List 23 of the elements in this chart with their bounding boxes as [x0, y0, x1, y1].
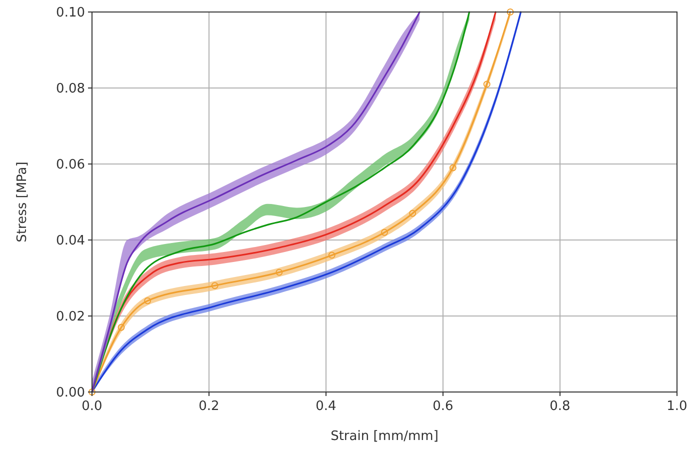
x-tick-label: 0.0: [82, 399, 102, 414]
point: [118, 324, 125, 331]
x-axis-title: Strain [mm/mm]: [330, 429, 438, 444]
point: [328, 252, 336, 259]
y-tick-label: 0.06: [56, 158, 85, 173]
x-tick-label: 1.0: [666, 399, 688, 414]
point: [449, 164, 456, 172]
point: [144, 297, 152, 304]
point: [211, 282, 218, 290]
x-tick-label: 0.4: [316, 399, 336, 414]
point: [483, 80, 490, 88]
y-tick-label: 0.08: [56, 82, 85, 97]
y-tick-label: 0.04: [56, 234, 85, 249]
y-tick-label: 0.10: [56, 6, 85, 21]
y-tick-label: 0.00: [56, 386, 85, 401]
x-tick-label: 0.2: [198, 399, 220, 414]
x-tick-label: 0.6: [432, 399, 454, 414]
point: [276, 268, 283, 276]
point: [381, 228, 388, 236]
y-tick-label: 0.02: [56, 310, 85, 325]
x-tick-label: 0.8: [550, 399, 570, 414]
y-axis-title: Stress [MPa]: [15, 162, 30, 242]
point: [409, 210, 416, 217]
